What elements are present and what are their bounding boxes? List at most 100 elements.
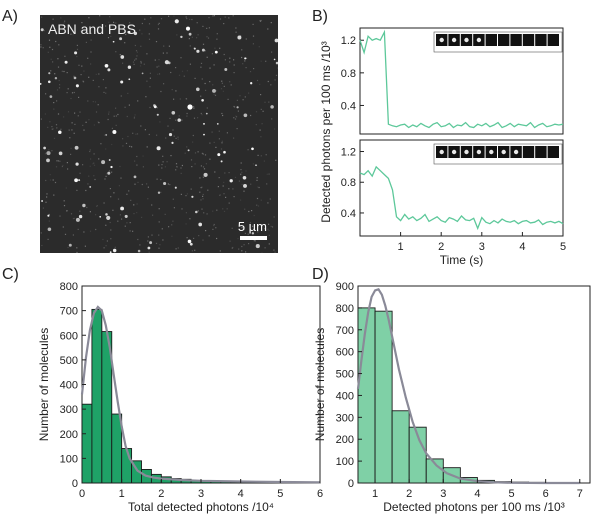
noise-pixel xyxy=(124,42,126,44)
noise-pixel xyxy=(85,41,87,43)
noise-pixel xyxy=(270,22,272,24)
y-tick-label: 700 xyxy=(336,325,354,337)
noise-pixel xyxy=(207,37,210,39)
noise-pixel xyxy=(200,62,203,64)
noise-pixel xyxy=(141,216,143,218)
noise-pixel xyxy=(50,58,52,60)
noise-pixel xyxy=(168,15,170,17)
noise-pixel xyxy=(175,67,177,69)
noise-pixel xyxy=(55,166,58,168)
noise-pixel xyxy=(242,99,244,101)
noise-pixel xyxy=(235,31,237,33)
noise-pixel xyxy=(70,213,73,215)
noise-pixel xyxy=(241,245,243,248)
noise-pixel xyxy=(160,191,162,193)
noise-pixel xyxy=(217,186,219,188)
noise-pixel xyxy=(267,80,269,83)
molecule-spot xyxy=(109,251,112,253)
noise-pixel xyxy=(233,59,235,61)
noise-pixel xyxy=(156,66,158,68)
inset-frame xyxy=(522,146,535,158)
noise-pixel xyxy=(94,178,96,181)
noise-pixel xyxy=(51,150,53,152)
histogram-bar xyxy=(374,310,393,484)
x-tick-label: 7 xyxy=(577,488,583,500)
noise-pixel xyxy=(257,205,260,207)
noise-pixel xyxy=(90,158,92,160)
noise-pixel xyxy=(161,164,163,166)
y-tick-label: 400 xyxy=(60,380,78,392)
noise-pixel xyxy=(160,179,162,181)
noise-pixel xyxy=(254,240,256,242)
noise-pixel xyxy=(209,81,211,83)
noise-pixel xyxy=(83,70,85,72)
noise-pixel xyxy=(260,19,262,22)
noise-pixel xyxy=(129,230,131,232)
molecule-spot xyxy=(214,50,218,54)
noise-pixel xyxy=(88,76,90,78)
noise-pixel xyxy=(97,104,99,106)
noise-pixel xyxy=(63,70,65,73)
noise-pixel xyxy=(95,228,97,231)
noise-pixel xyxy=(90,63,92,65)
noise-pixel xyxy=(148,38,151,40)
noise-pixel xyxy=(223,193,225,195)
noise-pixel xyxy=(203,168,206,170)
noise-pixel xyxy=(260,136,262,138)
noise-pixel xyxy=(140,45,142,47)
molecule-spot xyxy=(196,49,200,53)
molecule-spot xyxy=(236,106,239,109)
noise-pixel xyxy=(267,202,269,204)
x-tick-label: 0 xyxy=(79,488,85,500)
molecule-spot xyxy=(188,32,192,36)
noise-pixel xyxy=(215,146,217,148)
noise-pixel xyxy=(228,202,230,204)
noise-pixel xyxy=(259,83,261,85)
x-tick-label: 3 xyxy=(479,241,485,253)
inset-spot xyxy=(451,149,457,155)
noise-pixel xyxy=(136,133,139,135)
x-tick-label: 2 xyxy=(406,488,412,500)
noise-pixel xyxy=(76,44,78,46)
noise-pixel xyxy=(42,207,44,209)
noise-pixel xyxy=(160,18,163,20)
noise-pixel xyxy=(73,132,75,134)
noise-pixel xyxy=(275,74,278,76)
noise-pixel xyxy=(126,115,128,118)
noise-pixel xyxy=(260,155,262,157)
noise-pixel xyxy=(89,150,91,153)
noise-pixel xyxy=(194,249,196,251)
noise-pixel xyxy=(128,104,130,106)
molecule-spot xyxy=(163,181,167,186)
noise-pixel xyxy=(88,119,90,121)
noise-pixel xyxy=(83,129,85,131)
noise-pixel xyxy=(147,236,149,238)
molecule-spot xyxy=(174,186,177,189)
noise-pixel xyxy=(233,64,235,66)
noise-pixel xyxy=(132,132,134,134)
noise-pixel xyxy=(240,173,242,176)
noise-pixel xyxy=(235,116,238,118)
noise-pixel xyxy=(72,234,74,236)
noise-pixel xyxy=(276,63,278,66)
noise-pixel xyxy=(105,92,107,94)
molecule-spot xyxy=(40,28,44,32)
noise-pixel xyxy=(58,87,61,89)
noise-pixel xyxy=(110,35,112,37)
noise-pixel xyxy=(202,166,205,168)
molecule-spot xyxy=(75,217,80,222)
noise-pixel xyxy=(134,183,136,185)
noise-pixel xyxy=(175,169,177,171)
noise-pixel xyxy=(221,112,223,115)
molecule-spot xyxy=(40,82,42,85)
noise-pixel xyxy=(241,227,243,229)
noise-pixel xyxy=(170,155,172,157)
x-tick-label: 1 xyxy=(119,488,125,500)
noise-pixel xyxy=(94,101,97,103)
noise-pixel xyxy=(90,51,92,53)
noise-pixel xyxy=(212,228,214,230)
noise-pixel xyxy=(244,232,246,234)
molecule-spot xyxy=(74,178,78,183)
noise-pixel xyxy=(77,115,79,117)
noise-pixel xyxy=(54,73,56,75)
